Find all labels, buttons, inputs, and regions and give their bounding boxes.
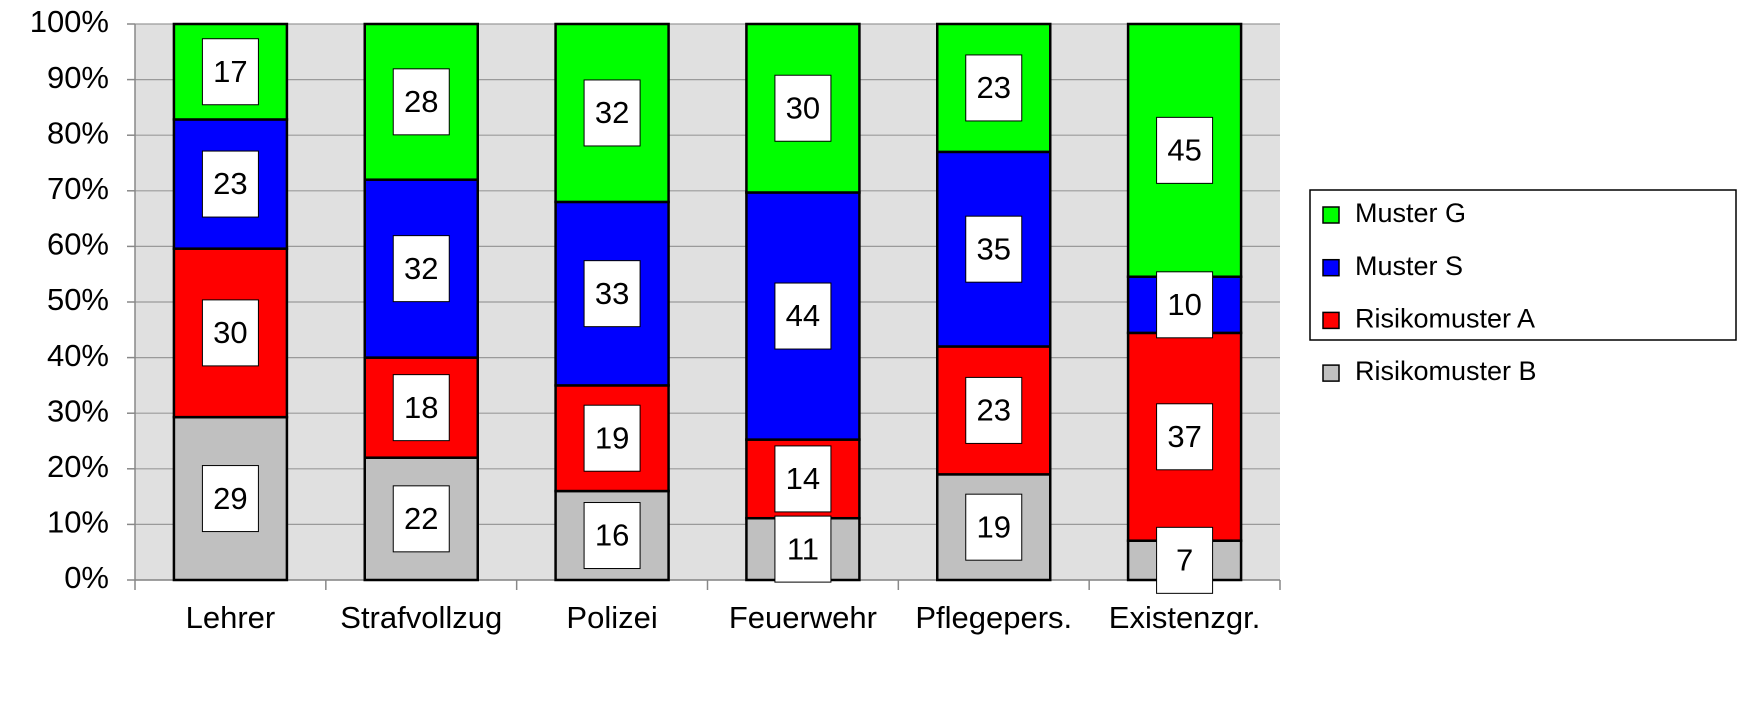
bar-segment <box>363 22 479 181</box>
data-label-box <box>392 235 450 303</box>
data-label: 16 <box>595 518 629 553</box>
legend-label: Risikomuster B <box>1355 356 1537 386</box>
data-label-box <box>965 376 1023 444</box>
data-label-box <box>201 299 259 367</box>
x-tick-label: Pflegepers. <box>915 600 1072 635</box>
bar-segment <box>936 22 1052 154</box>
data-label-box <box>201 465 259 533</box>
legend-swatch <box>1322 311 1340 330</box>
data-label-box <box>583 502 641 570</box>
data-label: 45 <box>1167 133 1201 168</box>
data-label: 33 <box>595 276 629 311</box>
legend-swatch <box>1322 364 1340 382</box>
data-label: 23 <box>213 166 247 201</box>
legend-label: Risikomuster A <box>1355 304 1535 334</box>
x-tick-label: Lehrer <box>186 600 276 635</box>
y-tick-label: 60% <box>47 227 109 262</box>
data-label-box <box>1156 116 1214 184</box>
x-tick-label: Strafvollzug <box>340 600 502 635</box>
y-tick-label: 40% <box>47 338 109 373</box>
y-tick-label: 50% <box>47 282 109 317</box>
legend-swatch <box>1322 206 1340 224</box>
data-label: 30 <box>213 315 247 350</box>
data-label: 19 <box>977 509 1011 544</box>
data-label: 7 <box>1176 543 1193 578</box>
data-label: 19 <box>595 420 629 455</box>
y-tick-label: 20% <box>47 449 109 484</box>
bar-segment <box>172 118 289 250</box>
y-tick-label: 0% <box>64 560 109 595</box>
data-label-box <box>774 515 832 583</box>
data-label-box <box>392 374 450 442</box>
data-label-box <box>201 150 259 218</box>
data-label: 32 <box>404 251 438 286</box>
data-label: 35 <box>977 231 1011 266</box>
data-label: 11 <box>787 531 819 566</box>
data-label-box <box>774 74 832 142</box>
data-label-box <box>583 79 641 147</box>
data-label-box <box>1156 526 1214 594</box>
legend-label: Muster S <box>1355 251 1463 281</box>
data-label-box <box>583 404 641 472</box>
data-label: 23 <box>977 393 1011 428</box>
data-label-box <box>774 282 832 350</box>
data-label-box <box>1156 403 1214 471</box>
data-label-box <box>1156 271 1214 339</box>
data-label-box <box>392 485 450 553</box>
data-label-box <box>201 38 259 106</box>
y-tick-label: 30% <box>47 393 109 428</box>
data-label: 44 <box>786 298 820 333</box>
data-label: 17 <box>213 54 247 89</box>
legend-label: Muster G <box>1355 198 1466 228</box>
data-label-box <box>965 54 1023 122</box>
data-label: 10 <box>1167 287 1201 322</box>
data-label: 28 <box>404 84 438 119</box>
legend-swatch <box>1322 258 1340 277</box>
y-tick-label: 70% <box>47 171 109 206</box>
y-tick-label: 90% <box>47 60 109 95</box>
data-label: 23 <box>977 70 1011 105</box>
legend-box <box>1309 189 1737 341</box>
data-label: 22 <box>404 501 438 536</box>
x-tick-label: Polizei <box>566 600 657 635</box>
data-label: 30 <box>786 90 820 125</box>
data-label-box <box>583 260 641 328</box>
data-label-box <box>392 68 450 136</box>
data-label: 14 <box>786 461 820 496</box>
data-label: 18 <box>404 390 438 425</box>
y-tick-label: 10% <box>47 505 109 540</box>
data-label: 29 <box>213 481 247 516</box>
data-label-box <box>774 445 832 513</box>
data-label-box <box>965 493 1023 561</box>
data-label-box <box>965 215 1023 283</box>
x-tick-label: Feuerwehr <box>729 600 877 635</box>
data-label: 37 <box>1167 419 1201 454</box>
y-tick-label: 100% <box>30 4 109 39</box>
y-tick-label: 80% <box>47 115 109 150</box>
x-tick-label: Existenzgr. <box>1109 600 1261 635</box>
data-label: 32 <box>595 95 629 130</box>
